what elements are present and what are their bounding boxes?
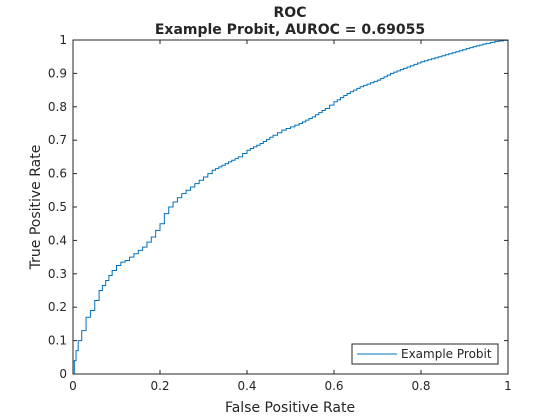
y-tick-label: 0.8	[48, 100, 67, 114]
x-tick-label: 0.2	[150, 379, 169, 393]
x-axis-label: False Positive Rate	[225, 400, 355, 416]
chart-subtitle: Example Probit, AUROC = 0.69055	[155, 22, 425, 38]
y-axis-label: True Positive Rate	[28, 145, 44, 271]
plot-box	[72, 39, 509, 375]
legend-box	[351, 343, 499, 365]
x-tick-label: 1	[504, 379, 512, 393]
legend-label: Example Probit	[401, 347, 492, 361]
x-tick-label: 0.4	[237, 379, 256, 393]
y-tick-label: 1	[59, 33, 67, 47]
y-tick-label: 0.3	[48, 267, 67, 281]
y-tick-label: 0.2	[48, 300, 67, 314]
y-tick-label: 0	[59, 367, 67, 381]
roc-curve-example-probit	[73, 39, 509, 375]
y-tick-labels: 0 0.1 0.2 0.3 0.4 0.5 0.6 0.7 0.8 0.9 1	[48, 33, 67, 381]
x-tick-label: 0	[69, 379, 77, 393]
plot-area	[73, 40, 508, 374]
y-tick-label: 0.4	[48, 233, 67, 247]
y-tick-label: 0.1	[48, 334, 67, 348]
x-tick-label: 0.8	[411, 379, 430, 393]
y-tick-label: 0.9	[48, 66, 67, 80]
y-tick-label: 0.6	[48, 167, 67, 181]
chart-title: ROC	[274, 5, 307, 21]
x-tick-label: 0.6	[324, 379, 343, 393]
legend: Example Probit	[351, 343, 499, 365]
y-tick-label: 0.7	[48, 133, 67, 147]
x-tick-labels: 0 0.2 0.4 0.6 0.8 1	[69, 379, 512, 393]
y-tick-label: 0.5	[48, 200, 67, 214]
